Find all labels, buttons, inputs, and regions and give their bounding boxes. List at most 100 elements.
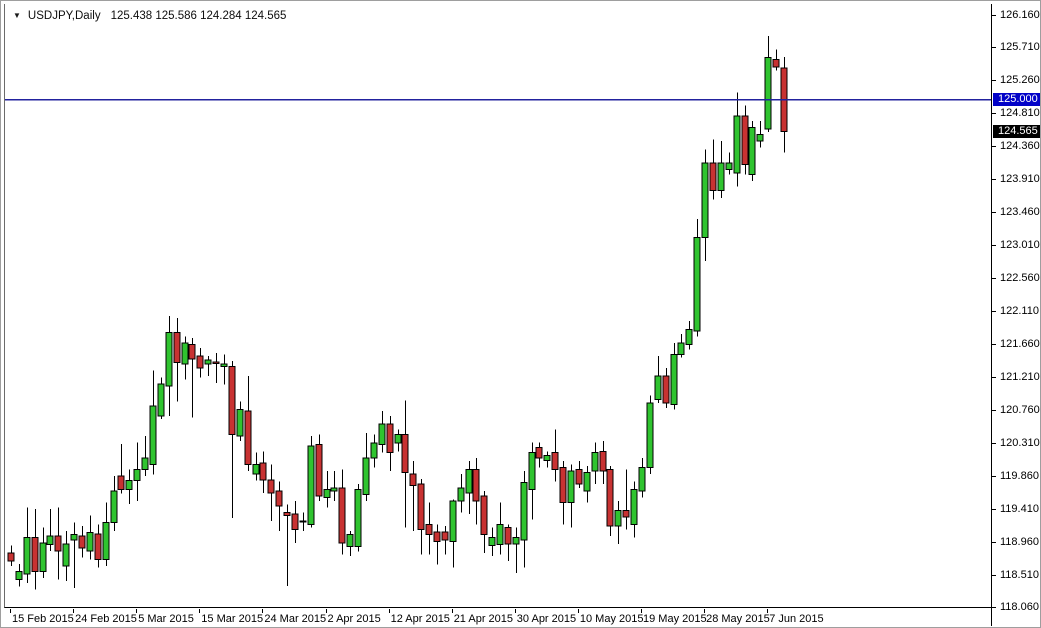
time-axis-label: 12 Apr 2015 <box>390 613 450 625</box>
candle-body <box>457 487 465 502</box>
price-axis-tick <box>992 14 996 16</box>
candle-body <box>54 535 62 552</box>
time-axis-label: 5 Mar 2015 <box>138 613 194 625</box>
candle-body <box>102 521 110 561</box>
time-axis-tick <box>325 609 327 613</box>
candlestick-chart <box>5 36 992 590</box>
time-axis-tick <box>577 609 579 613</box>
price-axis-tick <box>992 80 996 82</box>
candle-body <box>535 447 543 459</box>
candle-body <box>646 402 654 468</box>
candle-body <box>338 487 346 544</box>
price-axis-tick <box>992 146 996 148</box>
time-axis-tick <box>641 609 642 613</box>
candle-body <box>259 462 267 481</box>
price-axis-tick <box>992 212 996 214</box>
current-price-tag: 124.565 <box>993 125 1040 139</box>
candle-body <box>764 56 772 130</box>
time-axis-label: 21 Apr 2015 <box>453 613 514 625</box>
candle-body <box>733 115 741 174</box>
candle-body <box>220 363 228 367</box>
candle-body <box>323 488 331 498</box>
price-axis-tick <box>992 442 996 444</box>
candle-body <box>378 423 386 446</box>
candle-body <box>449 500 457 542</box>
candle-body <box>149 405 157 465</box>
price-axis-tick <box>992 343 996 345</box>
price-axis-label: 123.910 <box>1000 173 1040 186</box>
time-axis-tick <box>199 609 201 613</box>
candle-body <box>7 552 15 562</box>
time-axis[interactable]: 15 Feb 2015 24 Feb 2015 5 Mar 2015 15 Mar 2… <box>4 609 991 627</box>
time-axis-label: 30 Apr 2015 <box>516 613 577 625</box>
price-axis-label: 118.060 <box>1000 601 1039 614</box>
candle-body <box>62 543 70 567</box>
candle-body <box>23 537 31 575</box>
candle-body <box>520 482 528 541</box>
time-axis-label: 7 Jun 2015 <box>769 613 824 625</box>
time-axis-tick <box>767 609 769 613</box>
candle-body <box>488 537 496 547</box>
time-axis-label: 28 May 2015 <box>706 613 770 625</box>
candle-body <box>354 488 362 547</box>
price-axis-tick <box>992 508 996 510</box>
candle-body <box>693 237 701 332</box>
candle-body <box>275 490 283 507</box>
time-axis-tick <box>73 609 75 613</box>
candle-body <box>662 375 670 404</box>
candle-body <box>386 423 394 454</box>
price-axis-label: 123.010 <box>1000 239 1040 252</box>
price-axis-label: 120.310 <box>1000 436 1040 449</box>
chart-plot-area[interactable]: ▼ USDJPY,Daily 125.438 125.586 124.284 124… <box>4 4 992 608</box>
price-axis-label: 124.360 <box>1000 140 1040 153</box>
time-axis-tick <box>704 609 706 613</box>
symbol-dropdown-icon[interactable]: ▼ <box>13 11 21 20</box>
candle-body <box>567 470 575 503</box>
price-axis-label: 124.810 <box>1000 107 1040 120</box>
price-axis-label: 120.760 <box>1000 403 1040 416</box>
price-axis-label: 119.860 <box>1000 469 1039 482</box>
price-axis-label: 122.110 <box>1000 305 1039 317</box>
price-axis-label: 122.560 <box>1000 272 1040 284</box>
chart-ohlc-values: 125.438 125.586 124.284 124.565 <box>110 10 287 22</box>
candle-body <box>141 457 149 470</box>
candle-body <box>244 410 252 465</box>
candle-body <box>433 531 441 542</box>
candle-body <box>346 534 354 547</box>
candle-body <box>204 359 212 365</box>
time-axis-label: 15 Mar 2015 <box>201 613 264 625</box>
candle-body <box>528 452 536 490</box>
candle-body <box>181 342 189 365</box>
candle-body <box>78 535 86 549</box>
candle-body <box>417 483 425 531</box>
price-axis-tick <box>992 311 996 312</box>
price-axis-tick <box>992 113 996 115</box>
candle-body <box>31 537 39 572</box>
candle-body <box>283 512 291 517</box>
price-axis[interactable]: 126.160 125.710 125.260 124.810 124.360 123.9… <box>991 4 1040 626</box>
candle-body <box>315 444 323 497</box>
price-axis-tick <box>992 47 996 49</box>
candle-body <box>465 469 473 494</box>
candle-body <box>409 473 417 487</box>
candle-body <box>228 365 236 435</box>
price-axis-label: 118.510 <box>1000 568 1039 581</box>
candle-body <box>575 469 583 485</box>
time-axis-label: 19 May 2015 <box>643 613 707 625</box>
candle-body <box>654 375 662 400</box>
candle-body <box>394 433 402 444</box>
candle-body <box>622 510 630 518</box>
candle-body <box>496 524 504 545</box>
candle-body <box>480 495 488 536</box>
candle-body <box>267 479 275 494</box>
price-axis-tick <box>992 607 996 609</box>
candle-body <box>748 127 756 175</box>
candle-body <box>291 513 299 531</box>
candle-body <box>670 354 678 405</box>
time-axis-label: 15 Feb 2015 <box>12 613 74 625</box>
candle-body <box>173 332 181 364</box>
price-axis-label: 119.410 <box>1000 502 1039 515</box>
price-axis-label: 121.210 <box>1000 370 1040 383</box>
time-axis-tick <box>388 609 390 613</box>
